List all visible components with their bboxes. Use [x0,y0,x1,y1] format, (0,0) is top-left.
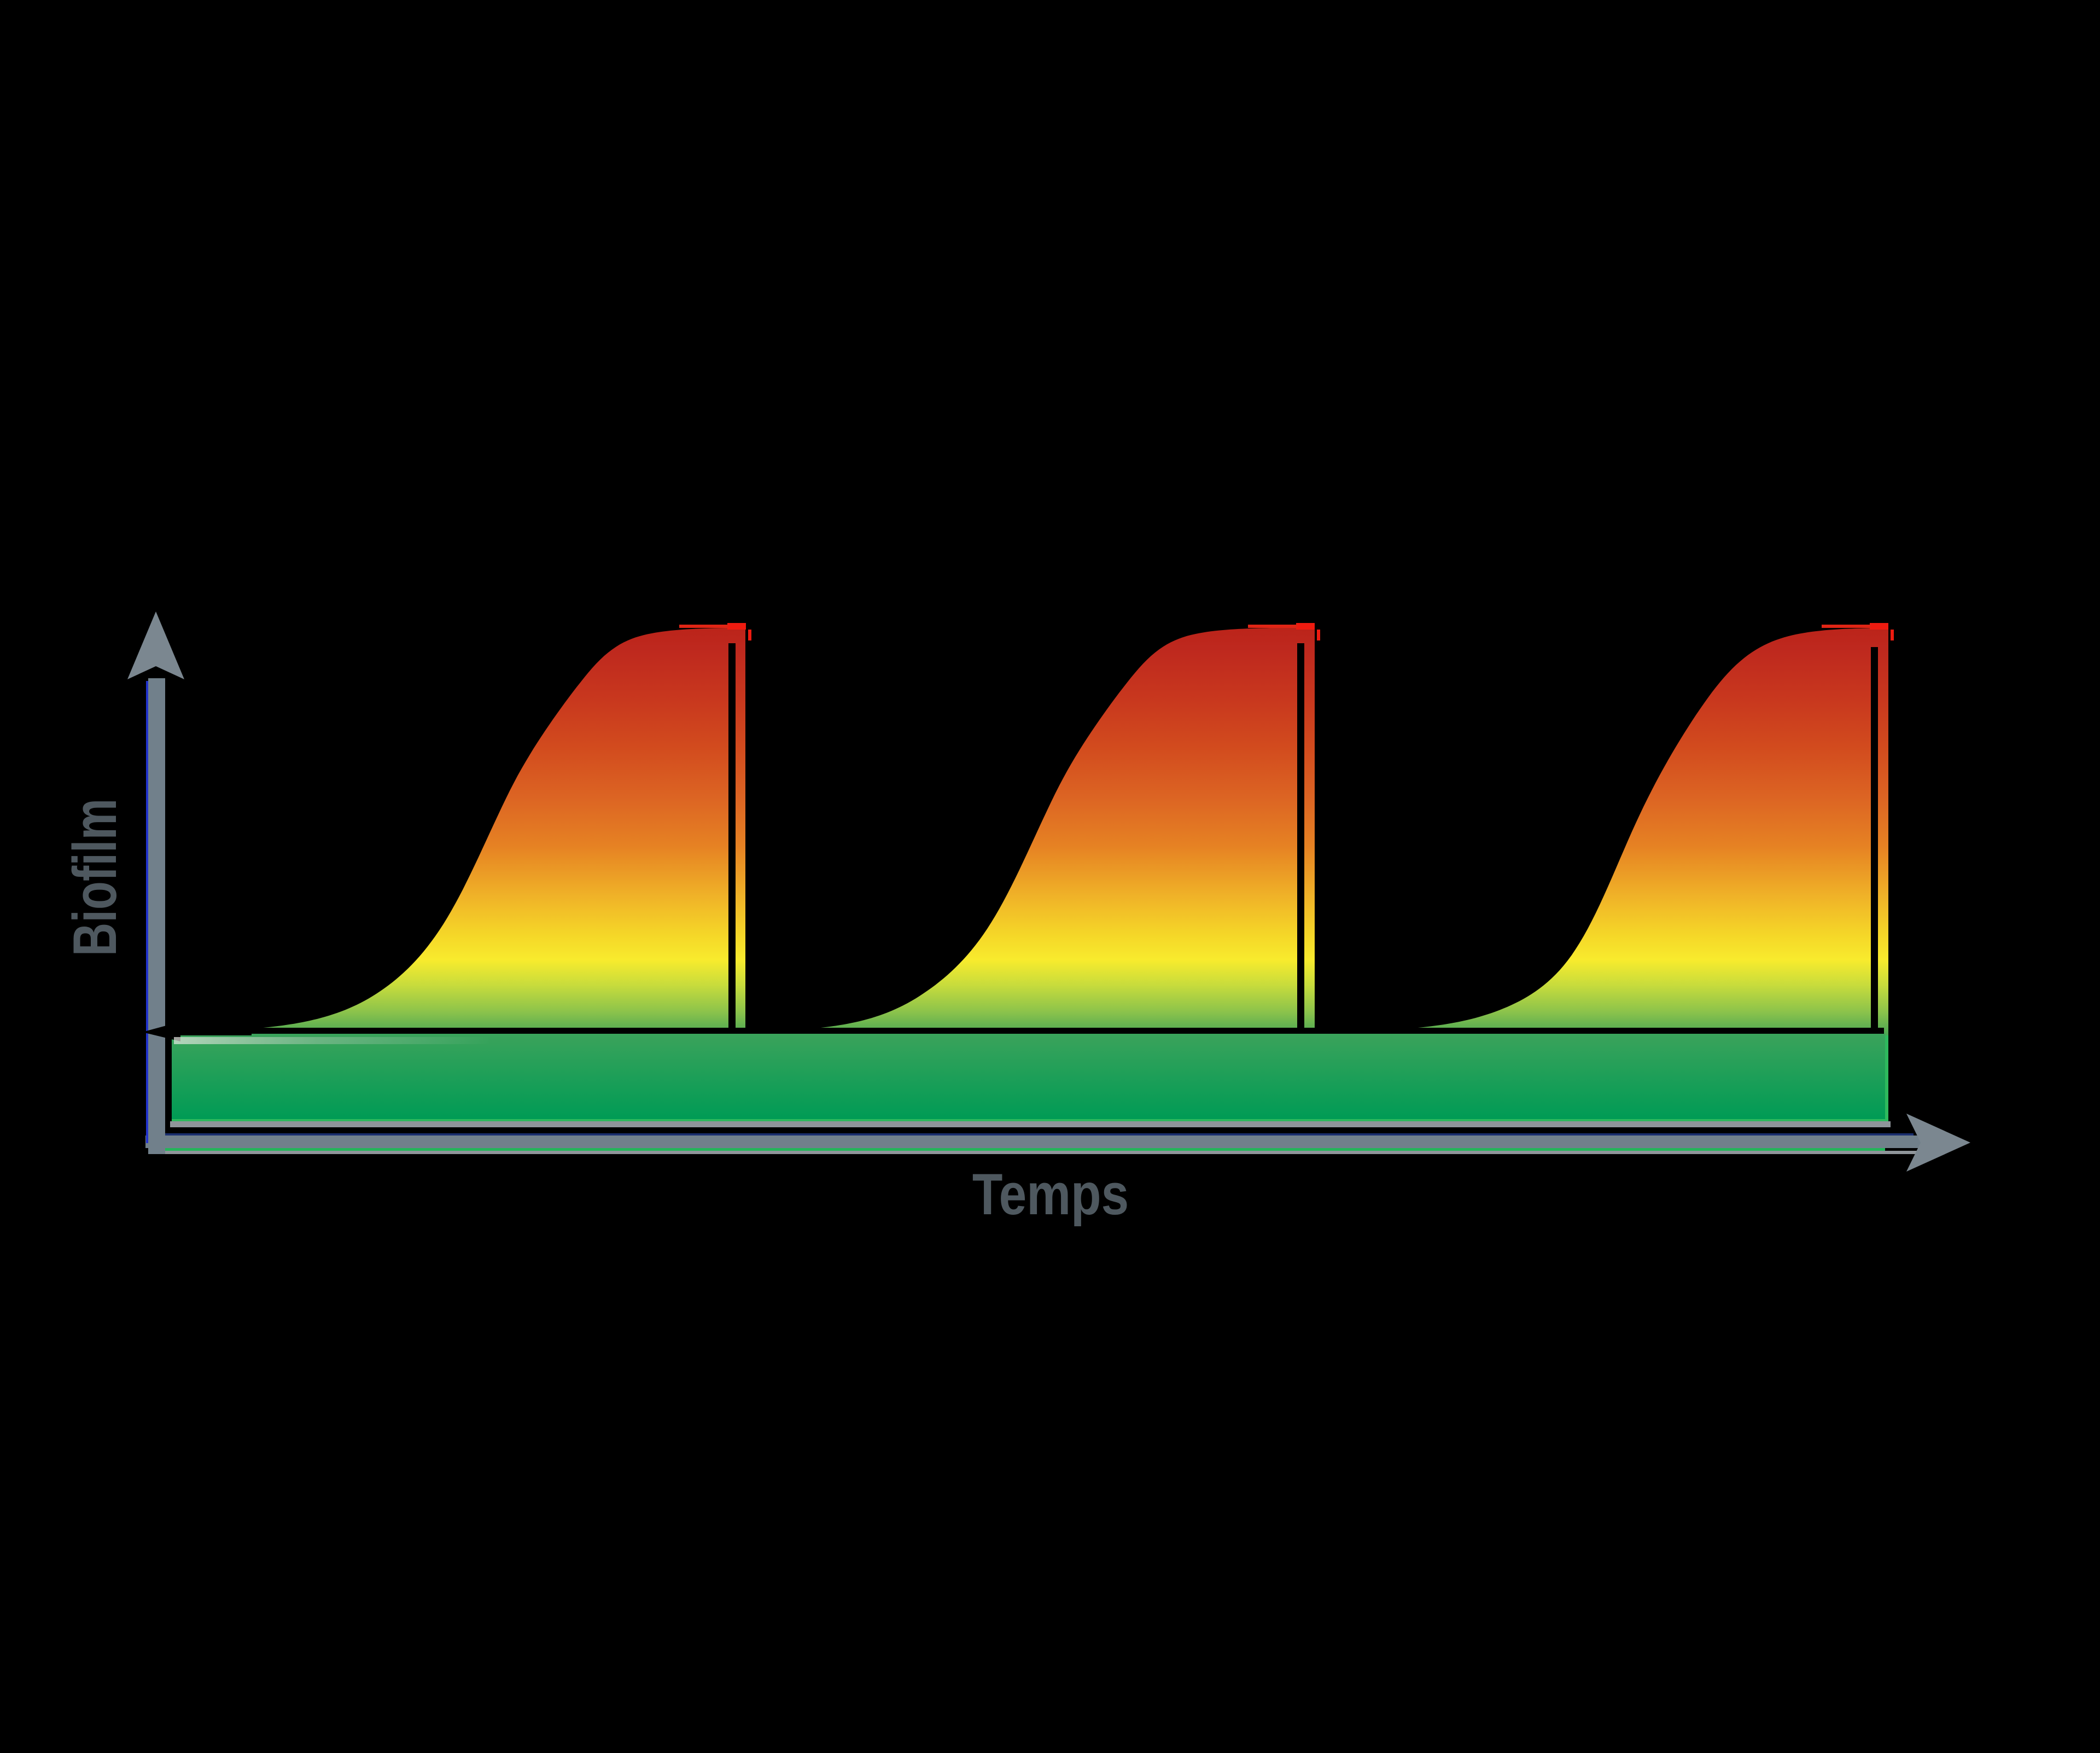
svg-text:Biofilm: Biofilm [61,799,130,956]
svg-text:Temps: Temps [972,1162,1129,1227]
